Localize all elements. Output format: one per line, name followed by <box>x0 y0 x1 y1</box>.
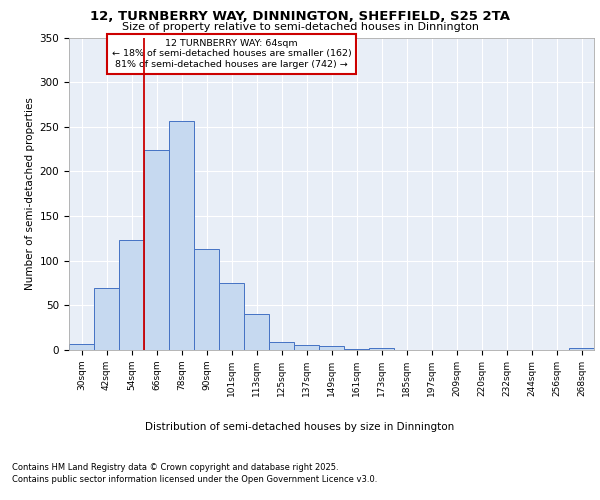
Text: Contains public sector information licensed under the Open Government Licence v3: Contains public sector information licen… <box>12 475 377 484</box>
Bar <box>344 349 369 350</box>
Bar <box>144 150 169 350</box>
Y-axis label: Number of semi-detached properties: Number of semi-detached properties <box>25 98 35 290</box>
Bar <box>94 288 119 350</box>
Text: Size of property relative to semi-detached houses in Dinnington: Size of property relative to semi-detach… <box>121 22 479 32</box>
Bar <box>244 314 269 350</box>
Bar <box>369 348 394 350</box>
Bar <box>69 344 94 350</box>
Bar <box>319 346 344 350</box>
Bar <box>269 342 294 350</box>
Text: Distribution of semi-detached houses by size in Dinnington: Distribution of semi-detached houses by … <box>145 422 455 432</box>
Text: 12 TURNBERRY WAY: 64sqm
← 18% of semi-detached houses are smaller (162)
81% of s: 12 TURNBERRY WAY: 64sqm ← 18% of semi-de… <box>112 39 352 69</box>
Bar <box>119 240 144 350</box>
Bar <box>169 122 194 350</box>
Bar <box>294 344 319 350</box>
Bar <box>219 283 244 350</box>
Bar <box>194 249 219 350</box>
Text: Contains HM Land Registry data © Crown copyright and database right 2025.: Contains HM Land Registry data © Crown c… <box>12 462 338 471</box>
Bar <box>569 348 594 350</box>
Text: 12, TURNBERRY WAY, DINNINGTON, SHEFFIELD, S25 2TA: 12, TURNBERRY WAY, DINNINGTON, SHEFFIELD… <box>90 10 510 23</box>
